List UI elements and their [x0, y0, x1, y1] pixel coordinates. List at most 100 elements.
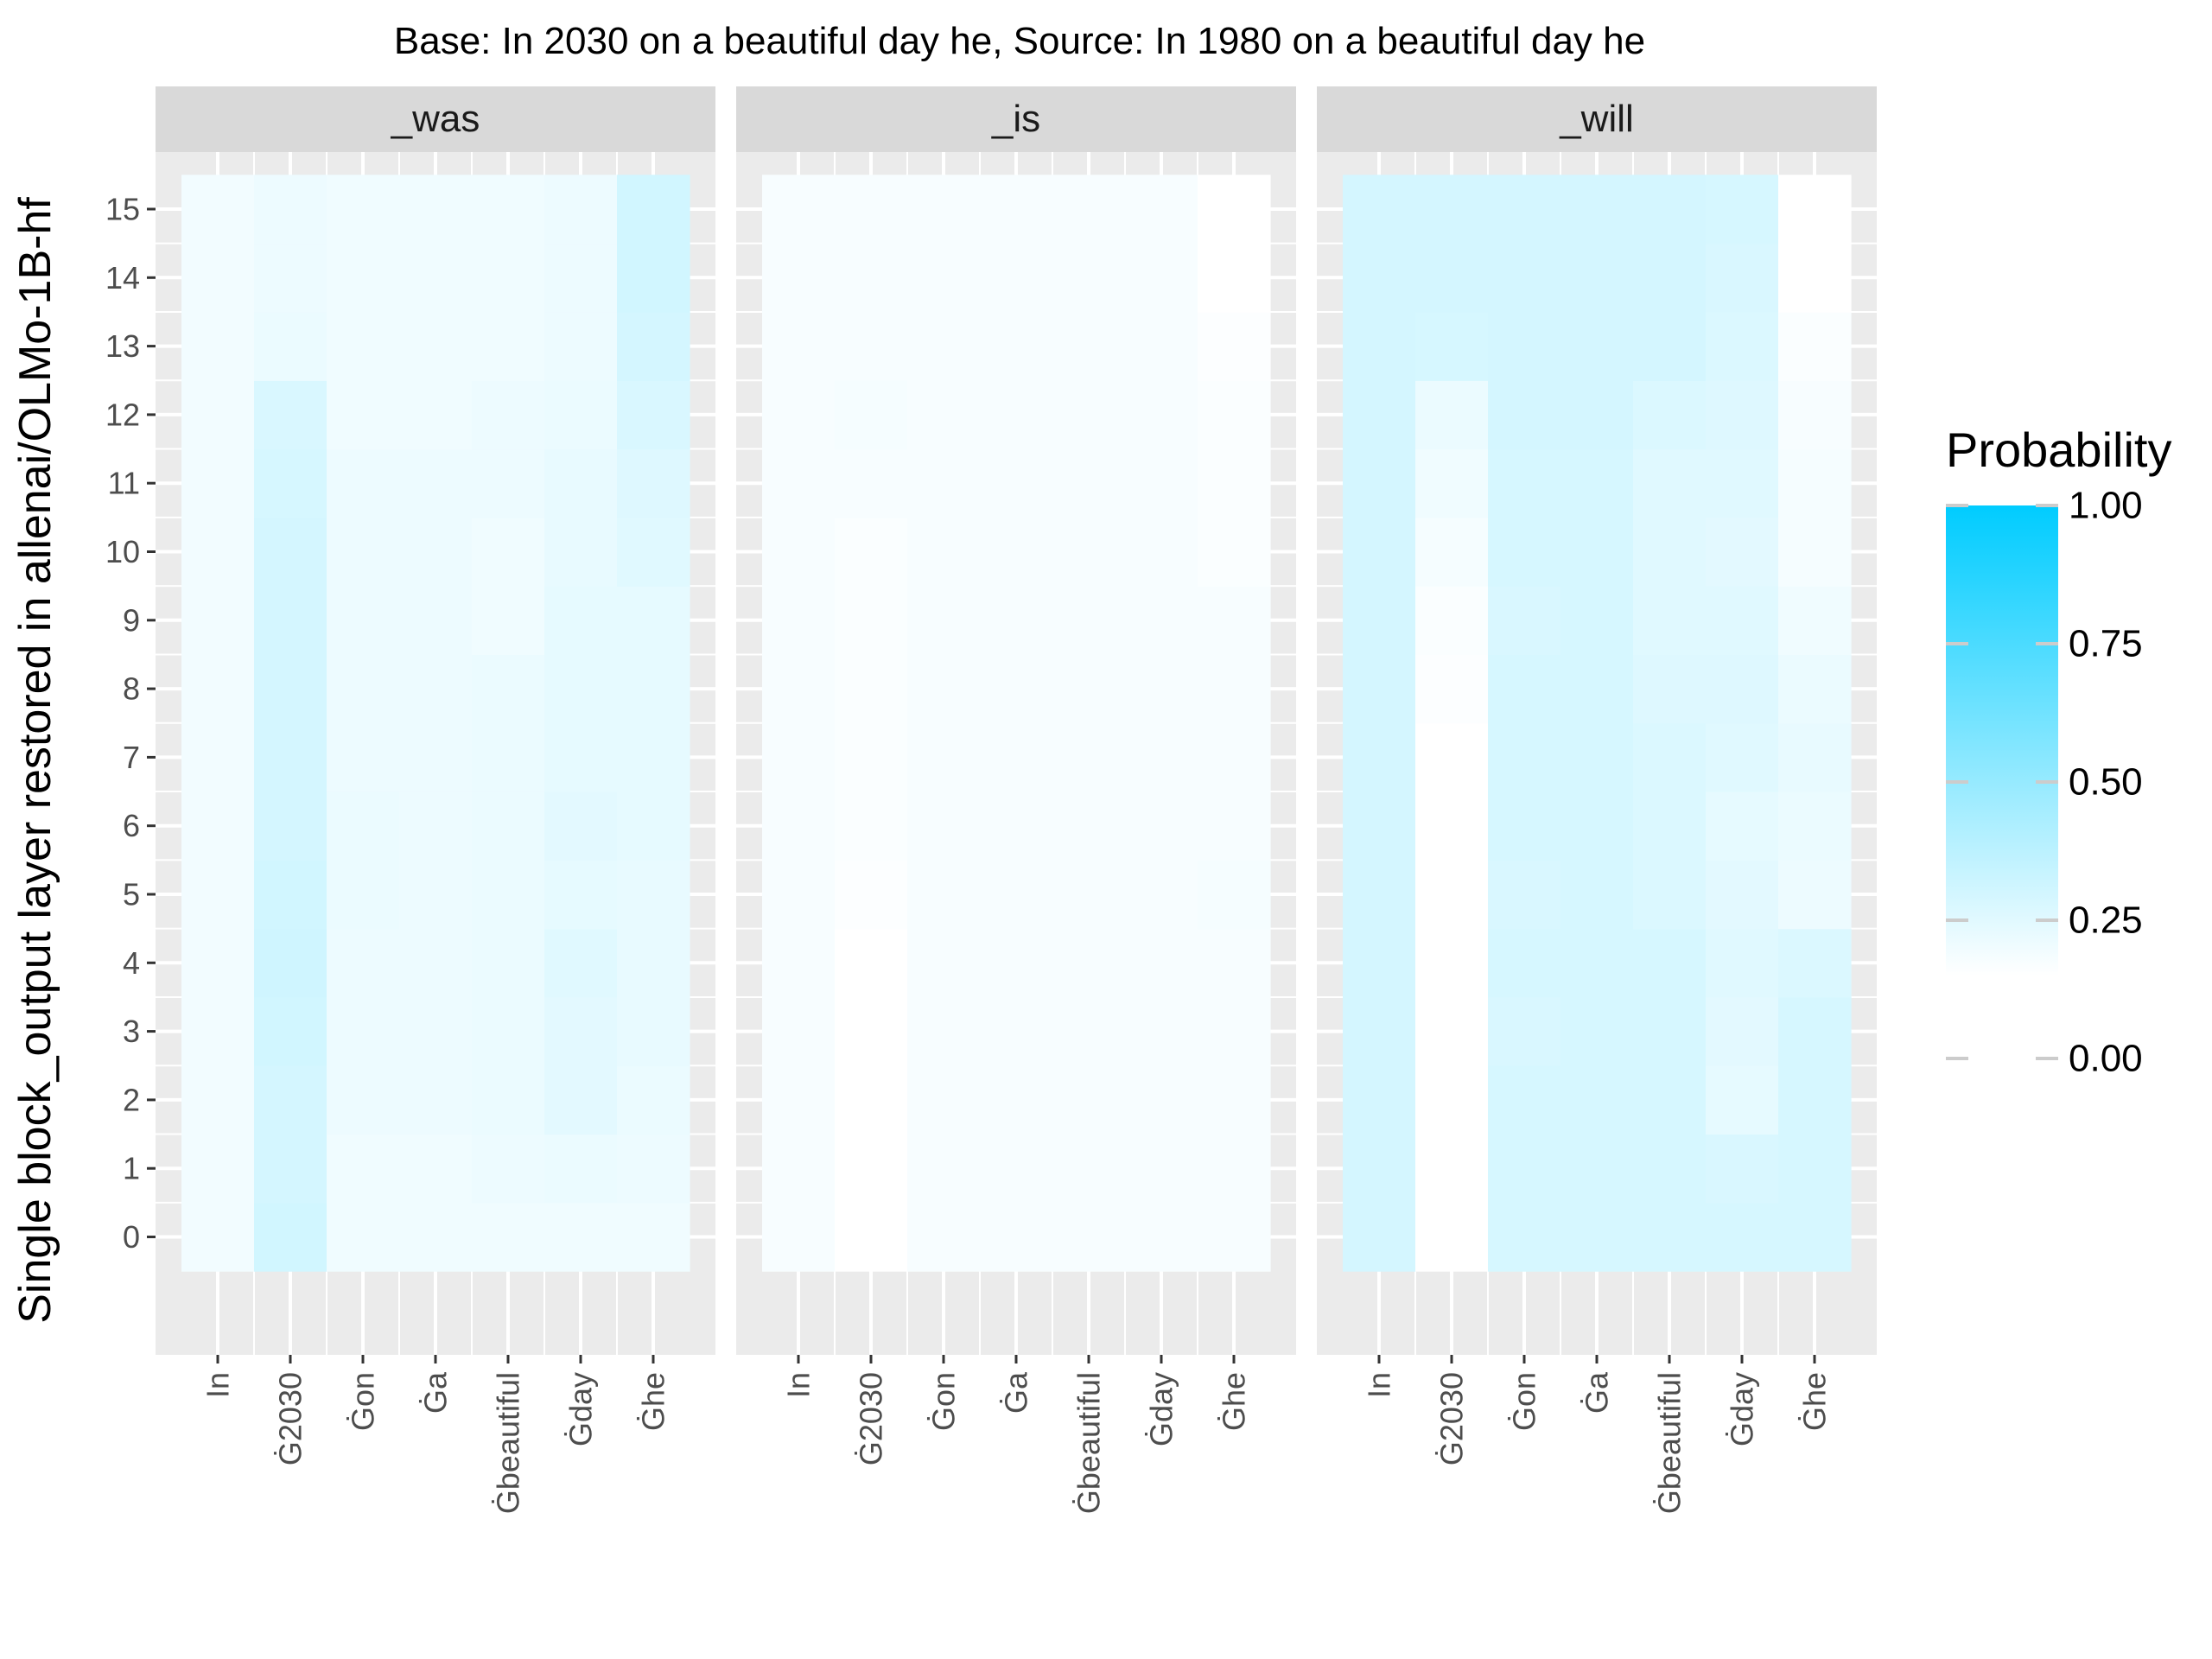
heatmap-cell	[399, 517, 473, 587]
x-tick-label: Ġon	[346, 1372, 381, 1431]
heatmap-cell	[254, 517, 327, 587]
heatmap-cell	[1343, 996, 1416, 1066]
heatmap-cell	[980, 517, 1053, 587]
heatmap-cell	[617, 586, 690, 655]
heatmap-cell	[1706, 517, 1779, 587]
heatmap-cell	[1706, 860, 1779, 930]
heatmap-cell	[762, 380, 836, 450]
heatmap-cell	[1560, 996, 1634, 1066]
heatmap-cell	[1415, 654, 1489, 724]
legend-tick-label: 0.50	[2069, 761, 2143, 804]
heatmap-cell	[1198, 860, 1271, 930]
heatmap-cell	[1052, 654, 1126, 724]
heatmap-cell	[327, 517, 400, 587]
panel-strip	[156, 86, 715, 152]
heatmap-cell	[181, 1202, 255, 1272]
heatmap-cell	[1343, 175, 1416, 245]
heatmap-cell	[1198, 1065, 1271, 1135]
heatmap-cell	[544, 517, 618, 587]
heatmap-cell	[1415, 517, 1489, 587]
heatmap-cell	[1633, 791, 1707, 861]
heatmap-cell	[1343, 1065, 1416, 1135]
heatmap-cell	[1560, 928, 1634, 998]
heatmap-cells	[762, 175, 1271, 1272]
heatmap-cell	[327, 1134, 400, 1204]
heatmap-cell	[907, 175, 981, 245]
heatmap-cell	[327, 312, 400, 381]
heatmap-cell	[1778, 1134, 1852, 1204]
heatmap-cell	[907, 1202, 981, 1272]
heatmap-cell	[544, 312, 618, 381]
heatmap-cell	[254, 1065, 327, 1135]
heatmap-cell	[472, 1202, 545, 1272]
heatmap-cell	[980, 860, 1053, 930]
heatmap-cell	[1125, 928, 1198, 998]
heatmap-cell	[254, 312, 327, 381]
heatmap-cell	[1415, 1134, 1489, 1204]
heatmap-cell	[544, 1065, 618, 1135]
panel-strip-label: _was	[391, 98, 480, 140]
legend-title: Probability	[1946, 423, 2171, 477]
heatmap-cell	[1198, 243, 1271, 313]
heatmap-cell	[1778, 860, 1852, 930]
x-axis: In Ġ2030 Ġon Ġa Ġbeautiful Ġday Ġhe	[200, 1355, 671, 1514]
panel-strip	[736, 86, 1296, 152]
heatmap-cell	[617, 722, 690, 792]
heatmap-cell	[1343, 380, 1416, 450]
heatmap-cell	[907, 654, 981, 724]
heatmap-cell	[1633, 860, 1707, 930]
x-tick-label: Ġa	[418, 1371, 454, 1414]
heatmap-cell	[472, 996, 545, 1066]
heatmap-cell	[1560, 175, 1634, 245]
heatmap-cell	[1125, 791, 1198, 861]
heatmap-cell	[762, 175, 836, 245]
heatmap-cell	[835, 654, 908, 724]
heatmap-cell	[399, 380, 473, 450]
heatmap-cell	[835, 175, 908, 245]
heatmap-cell	[762, 243, 836, 313]
heatmap-cell	[835, 517, 908, 587]
heatmap-cell	[544, 448, 618, 518]
panels: _was In Ġ2030 Ġon Ġa Ġbeautiful Ġday Ġhe _is In Ġ2…	[156, 86, 1877, 1514]
heatmap-cell	[1778, 1065, 1852, 1135]
heatmap-cell	[1125, 1202, 1198, 1272]
legend-tick-label: 1.00	[2069, 485, 2143, 527]
heatmap-cell	[762, 1134, 836, 1204]
heatmap-cell	[1488, 448, 1561, 518]
heatmap-cell	[1052, 860, 1126, 930]
heatmap-cell	[181, 175, 255, 245]
heatmap-cell	[1778, 654, 1852, 724]
heatmap-cell	[617, 1134, 690, 1204]
heatmap-cell	[1052, 1202, 1126, 1272]
heatmap-cell	[399, 448, 473, 518]
heatmap-cell	[980, 448, 1053, 518]
heatmap-cell	[617, 517, 690, 587]
heatmap-cells	[181, 175, 690, 1272]
heatmap-cell	[907, 243, 981, 313]
heatmap-cell	[181, 996, 255, 1066]
panel-strip-label: _will	[1559, 98, 1634, 140]
heatmap-cell	[1343, 860, 1416, 930]
heatmap-cell	[1488, 1065, 1561, 1135]
heatmap-cell	[181, 791, 255, 861]
heatmap-cell	[181, 654, 255, 724]
heatmap-cell	[1125, 1134, 1198, 1204]
heatmap-cell	[980, 928, 1053, 998]
heatmap-cell	[1633, 312, 1707, 381]
heatmap-cell	[181, 243, 255, 313]
heatmap-cell	[1633, 1202, 1707, 1272]
heatmap-cell	[762, 448, 836, 518]
heatmap-cell	[544, 996, 618, 1066]
heatmap-cell	[1052, 1065, 1126, 1135]
heatmap-cell	[1706, 448, 1779, 518]
heatmap-cell	[399, 175, 473, 245]
heatmap-cell	[1125, 380, 1198, 450]
heatmap-cell	[835, 243, 908, 313]
heatmap-cell	[762, 928, 836, 998]
heatmap-cell	[1125, 448, 1198, 518]
heatmap-cell	[1706, 996, 1779, 1066]
heatmap-cell	[327, 722, 400, 792]
legend: Probability 0.00 0.25 0.50 0.75 1.00	[1946, 423, 2171, 1080]
heatmap-cell	[544, 1202, 618, 1272]
heatmap-cell	[1343, 1202, 1416, 1272]
